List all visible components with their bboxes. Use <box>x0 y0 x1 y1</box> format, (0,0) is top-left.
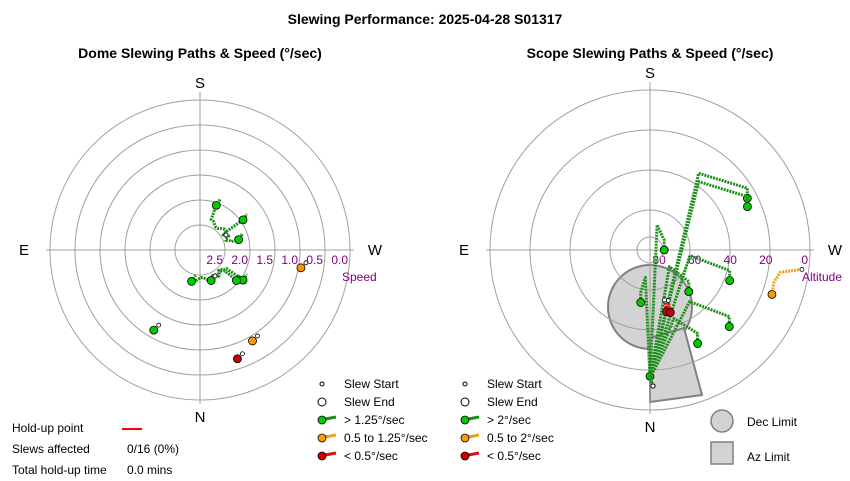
legend-end-marker <box>317 397 327 407</box>
direction-bottom: N <box>195 409 206 426</box>
dome-slew-path <box>209 198 228 236</box>
slew-end-marker <box>238 215 248 225</box>
radial-tick-label: 20 <box>759 253 773 267</box>
radial-tick-label: 1.0 <box>281 253 298 267</box>
slew-start-marker <box>665 298 671 303</box>
panel-title: Dome Slewing Paths & Speed (°/sec) <box>78 45 322 61</box>
slew-start-marker <box>650 383 656 389</box>
slew-end-marker <box>234 235 244 245</box>
slew-start-marker <box>255 333 260 339</box>
slew-start-marker <box>240 351 245 357</box>
scope-slew-path <box>770 267 803 295</box>
direction-left: E <box>19 242 29 259</box>
legend-end-marker <box>460 397 470 407</box>
legend-label: Slew End <box>487 395 538 409</box>
slew-end-marker <box>233 354 242 364</box>
slew-end-marker <box>231 276 241 285</box>
slew-end-marker <box>296 263 306 273</box>
panel-title: Scope Slewing Paths & Speed (°/sec) <box>527 45 774 61</box>
legend-start-marker <box>462 381 468 387</box>
dec-limit-legend-icon <box>710 409 734 433</box>
scope-slew-path <box>648 300 731 387</box>
direction-bottom: N <box>645 419 656 436</box>
radial-tick-label: 2.0 <box>231 253 248 267</box>
legend-label: > 2°/sec <box>487 413 531 427</box>
dome-slew-path <box>221 213 249 237</box>
slews-affected-label: Slews affected <box>12 442 90 456</box>
direction-right: W <box>368 242 383 259</box>
legend-swatch-marker <box>460 433 470 443</box>
dome-slew-path <box>214 268 242 283</box>
radial-tick-label: 0.5 <box>306 253 323 267</box>
radial-axis-label: Altitude <box>802 270 842 284</box>
legend-swatch-marker <box>317 451 327 461</box>
scope-slew-path <box>648 180 749 387</box>
slew-end-marker <box>248 336 257 346</box>
radial-tick-label: 0.0 <box>331 253 348 267</box>
az-limit-legend-icon <box>710 441 734 465</box>
slew-start-marker <box>799 266 805 272</box>
legend-label: Slew Start <box>487 377 542 391</box>
holdup-line-swatch <box>122 428 142 430</box>
slew-start-marker <box>303 260 309 266</box>
slew-start-marker <box>156 322 162 328</box>
legend-swatch-marker <box>317 415 327 425</box>
slew-end-marker <box>684 287 694 297</box>
scope-slew-path <box>648 265 691 387</box>
dome-slew-path <box>224 232 244 244</box>
slew-end-marker <box>636 298 646 307</box>
scope-slew-path <box>648 254 732 387</box>
legend-start-marker <box>319 381 325 387</box>
scope-slew-path <box>648 171 749 387</box>
radial-tick-label: 1.5 <box>256 253 273 267</box>
dome-panel: Dome Slewing Paths & Speed (°/sec) S N E W 2.… <box>19 45 428 463</box>
scope-slew-path <box>639 276 655 387</box>
main-title: Slewing Performance: 2025-04-28 S01317 <box>288 11 563 27</box>
legend-label: > 1.25°/sec <box>344 413 405 427</box>
legend-swatch-marker <box>460 415 470 425</box>
slew-end-marker <box>693 339 703 348</box>
radial-tick-label: 2.5 <box>206 253 223 267</box>
legend-swatch-marker <box>460 451 470 461</box>
legend-label: Slew Start <box>344 377 399 391</box>
slew-start-marker <box>212 273 218 279</box>
holdup-time-label: Total hold-up time <box>12 463 107 477</box>
scope-panel: Scope Slewing Paths & Speed (°/sec)SNE W8… <box>459 45 843 465</box>
slew-end-marker <box>211 200 221 210</box>
holdup-point-label: Hold-up point <box>12 421 84 435</box>
slew-end-marker <box>724 322 734 331</box>
holdup-time-value: 0.0 mins <box>127 463 173 477</box>
az-limit-legend-label: Az Limit <box>747 450 790 464</box>
radial-tick-label: 0 <box>801 253 808 267</box>
legend-label: 0.5 to 1.25°/sec <box>344 431 428 445</box>
slews-affected-value: 0/16 (0%) <box>127 442 180 456</box>
legend-label: < 0.5°/sec <box>487 449 541 463</box>
radial-axis-label: Speed <box>342 270 377 284</box>
slew-end-marker <box>767 289 777 299</box>
radial-tick-label: 40 <box>724 253 738 267</box>
direction-top: S <box>195 75 205 92</box>
slew-start-marker <box>662 297 667 303</box>
dec-limit-legend-label: Dec Limit <box>747 415 798 429</box>
slew-end-marker <box>665 308 675 317</box>
direction-right: W <box>828 242 843 259</box>
legend-label: < 0.5°/sec <box>344 449 398 463</box>
scope-slew-path <box>648 223 666 387</box>
slew-end-marker <box>206 276 216 285</box>
direction-left: E <box>459 242 469 259</box>
slew-end-marker <box>725 276 735 285</box>
slew-start-marker <box>223 232 229 238</box>
direction-top: S <box>645 65 655 82</box>
slew-end-marker <box>149 325 159 335</box>
slew-end-marker <box>743 202 752 212</box>
legend-swatch-marker <box>317 433 327 443</box>
scope-slew-path <box>648 316 700 387</box>
legend-label: Slew End <box>344 395 395 409</box>
legend-label: 0.5 to 2°/sec <box>487 431 554 445</box>
slew-end-marker <box>659 245 669 255</box>
slew-end-marker <box>187 276 196 286</box>
